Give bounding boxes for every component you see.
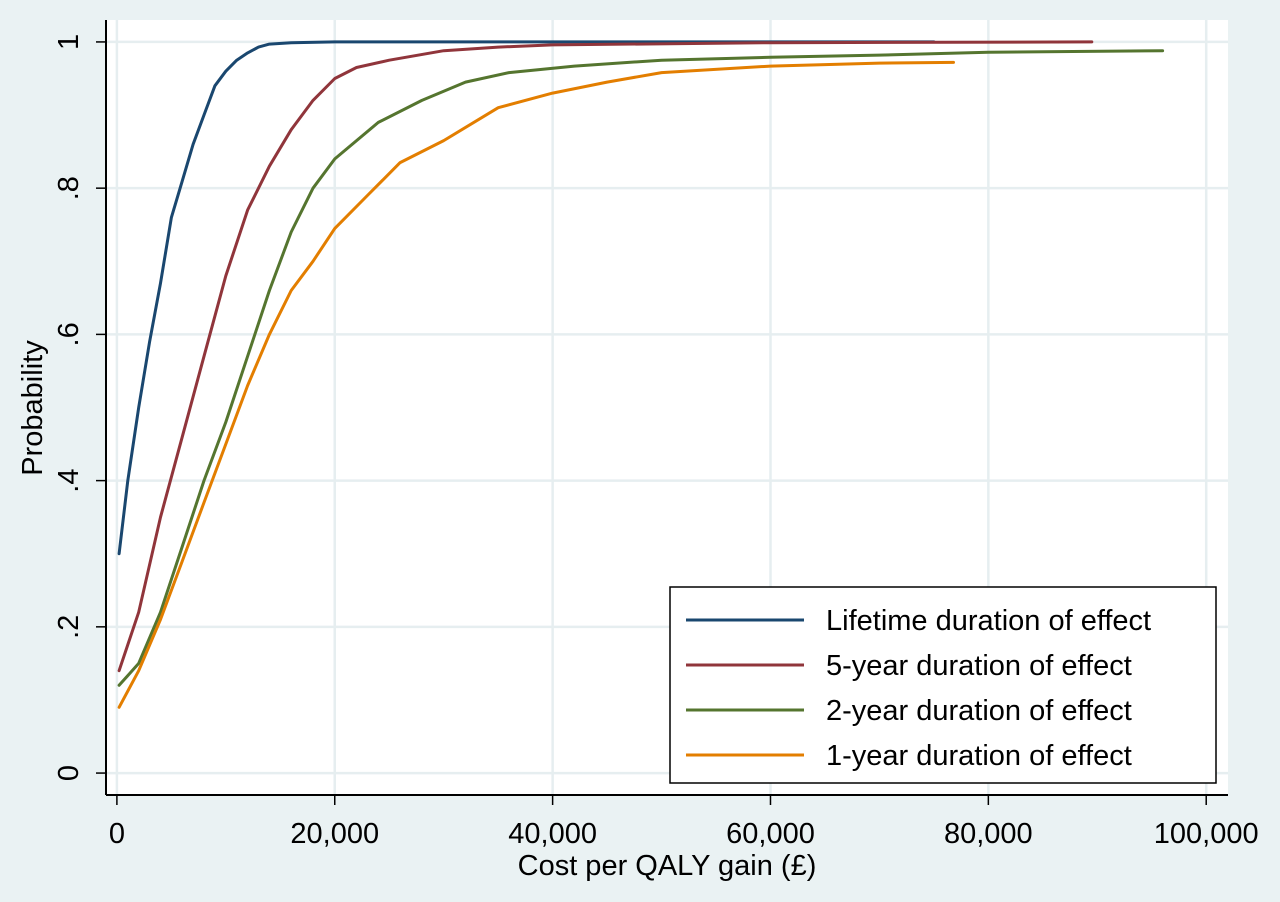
series-line-3 [117,60,955,709]
x-tick-label: 100,000 [1154,818,1259,850]
y-tick-label: .2 [53,615,85,639]
y-tick-label: .6 [53,322,85,346]
tick-labels: 0 20,000 40,000 60,000 80,000 100,000 0 .2 .4 .6.… [53,34,1259,850]
series-line-1 [117,40,1094,673]
y-tick-label: 0 [53,765,85,781]
y-tick-label: .8 [53,176,85,200]
x-tick-label: 20,000 [290,818,379,850]
legend-label: 5-year duration of effect [826,650,1132,682]
x-tick-label: 60,000 [726,818,815,850]
series-line-2 [117,49,1165,687]
legend-label: 1-year duration of effect [826,740,1132,772]
axes [105,20,1228,796]
y-tick-label: 1 [53,34,85,50]
legend-label: Lifetime duration of effect [826,605,1151,637]
gridlines [106,20,1228,795]
y-tick-label: .4 [53,469,85,493]
x-tick-label: 0 [109,818,125,850]
series-line-0 [117,40,936,556]
series-lines [117,40,1165,709]
x-tick-label: 80,000 [944,818,1033,850]
x-axis-title: Cost per QALY gain (£) [518,850,817,882]
legend: Lifetime duration of effect 5-year durati… [669,586,1217,784]
y-axis-title: Probability [17,340,49,476]
legend-label: 2-year duration of effect [826,695,1132,727]
x-tick-label: 40,000 [508,818,597,850]
